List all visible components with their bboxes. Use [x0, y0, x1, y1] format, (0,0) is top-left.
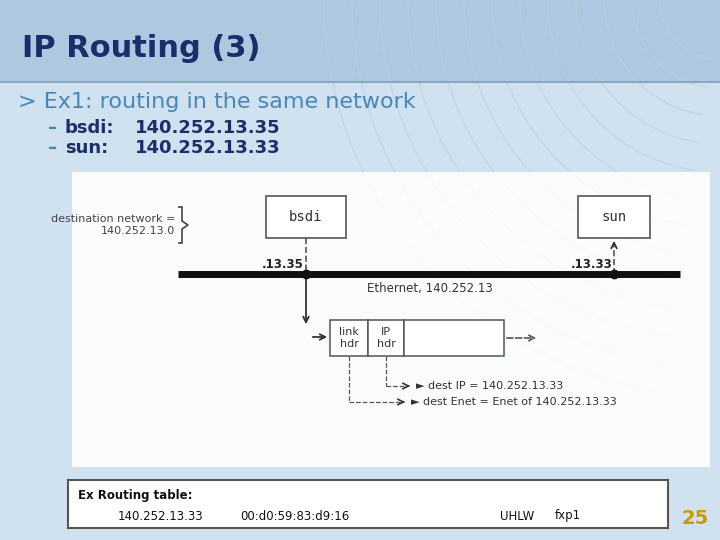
Text: 140.252.13.33: 140.252.13.33: [118, 510, 204, 523]
Text: 25: 25: [681, 509, 708, 528]
Bar: [0, 82, 720, 540]
Text: sun: sun: [601, 210, 626, 224]
Text: 140.252.13.35: 140.252.13.35: [135, 119, 281, 137]
Text: sun:: sun:: [65, 139, 108, 157]
Text: UHLW: UHLW: [500, 510, 534, 523]
Bar: [368, 320, 404, 356]
Text: IP Routing (3): IP Routing (3): [22, 34, 261, 63]
Text: fxp1: fxp1: [555, 510, 581, 523]
Text: ► dest IP = 140.252.13.33: ► dest IP = 140.252.13.33: [416, 381, 563, 391]
Text: –: –: [48, 119, 57, 137]
Text: bsdi: bsdi: [289, 210, 323, 224]
Bar: [578, 196, 650, 238]
Text: > Ex1: routing in the same network: > Ex1: routing in the same network: [18, 92, 415, 112]
Bar: [0, 0, 720, 82]
Bar: [72, 172, 710, 467]
Text: –: –: [48, 139, 57, 157]
Text: .13.35: .13.35: [262, 258, 304, 271]
Text: destination network =
140.252.13.0: destination network = 140.252.13.0: [50, 214, 175, 236]
Bar: [330, 320, 368, 356]
Bar: [68, 480, 668, 528]
Text: IP
hdr: IP hdr: [377, 327, 395, 349]
Text: Ex Routing table:: Ex Routing table:: [78, 489, 192, 502]
Text: link
hdr: link hdr: [339, 327, 359, 349]
Text: bsdi:: bsdi:: [65, 119, 114, 137]
Bar: [404, 320, 504, 356]
Text: ► dest Enet = Enet of 140.252.13.33: ► dest Enet = Enet of 140.252.13.33: [411, 397, 617, 407]
Text: .13.33: .13.33: [570, 258, 612, 271]
Text: Ethernet, 140.252.13: Ethernet, 140.252.13: [367, 282, 493, 295]
Bar: [266, 196, 346, 238]
Text: 140.252.13.33: 140.252.13.33: [135, 139, 281, 157]
Text: 00:d0:59:83:d9:16: 00:d0:59:83:d9:16: [240, 510, 350, 523]
